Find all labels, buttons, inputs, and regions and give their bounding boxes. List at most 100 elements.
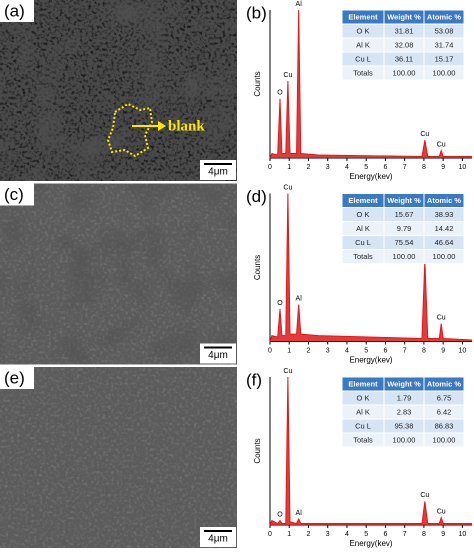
table-value: Totals	[353, 252, 373, 261]
peak-label: Al	[296, 1, 303, 8]
table-value: 100.00	[393, 68, 416, 77]
x-tick-label: 0	[268, 164, 272, 171]
x-axis-label: Energy(kev)	[349, 539, 392, 548]
table-value: 6.42	[437, 407, 452, 416]
table-value: Totals	[353, 68, 373, 77]
x-tick-label: 3	[326, 347, 330, 354]
table-value: O K	[357, 210, 370, 219]
table-header: Weight %	[387, 196, 421, 205]
panel-label: (c)	[4, 185, 24, 204]
table-value: O K	[357, 393, 370, 402]
peak-label: Cu	[437, 508, 446, 515]
table-header: Atomic %	[427, 196, 462, 205]
peak-label: Cu	[437, 141, 446, 148]
panel-label-box	[0, 0, 34, 22]
table-value: 2.83	[397, 407, 412, 416]
x-tick-label: 5	[364, 164, 368, 171]
table-value: O K	[357, 26, 370, 35]
table-cell	[423, 249, 465, 264]
table-value: 15.67	[395, 210, 414, 219]
panel-label: (d)	[246, 187, 267, 206]
peak-label: Cu	[437, 315, 446, 322]
spectrum-line	[269, 9, 472, 159]
x-tick-label: 7	[403, 347, 407, 354]
panel-label: (f)	[246, 370, 262, 389]
table-value: 15.17	[435, 54, 454, 63]
table-value: 38.93	[435, 210, 454, 219]
peak-label: Cu	[283, 72, 292, 79]
table-value: 32.08	[395, 40, 414, 49]
scale-bar-label: 4μm	[208, 167, 228, 178]
table-cell	[423, 65, 465, 81]
peak-label: O	[277, 511, 283, 518]
x-tick-label: 6	[383, 347, 387, 354]
x-tick-label: 1	[287, 164, 291, 171]
table-header: Element	[348, 196, 378, 205]
x-tick-label: 8	[422, 347, 426, 354]
table-value: 1.79	[397, 393, 412, 402]
annotation-text: blank	[168, 118, 205, 134]
table-value: 100.00	[433, 68, 456, 77]
table-header: Atomic %	[427, 379, 462, 388]
table-cell	[423, 432, 465, 448]
x-tick-label: 10	[458, 347, 466, 354]
sem-image-texture	[0, 367, 237, 548]
peak-label: Al	[296, 510, 303, 517]
table-value: 100.00	[393, 252, 416, 261]
y-axis-label: Counts	[253, 438, 262, 463]
x-tick-label: 7	[403, 531, 407, 538]
panel-label: (a)	[4, 1, 25, 20]
peak-label: Cu	[283, 184, 292, 191]
x-tick-label: 5	[364, 347, 368, 354]
x-tick-label: 5	[364, 531, 368, 538]
x-tick-label: 10	[458, 531, 466, 538]
table-header: Element	[348, 379, 378, 388]
x-tick-label: 1	[287, 531, 291, 538]
x-axis-label: Energy(kev)	[349, 172, 392, 181]
x-tick-label: 3	[326, 164, 330, 171]
spectrum-line	[269, 376, 472, 526]
y-axis-label: Counts	[253, 71, 262, 96]
table-value: 100.00	[433, 252, 456, 261]
table-value: 86.83	[435, 421, 454, 430]
peak-label: Cu	[420, 492, 429, 499]
annotation-arrowhead	[158, 121, 166, 131]
blank-region-outline	[106, 102, 154, 158]
x-tick-label: 8	[422, 531, 426, 538]
table-value: 75.54	[395, 238, 414, 247]
table-value: Al K	[356, 40, 370, 49]
table-value: Totals	[353, 435, 373, 444]
table-header: Weight %	[387, 379, 421, 388]
table-value: 100.00	[433, 435, 456, 444]
table-header: Element	[348, 12, 378, 21]
scale-bar-label: 4μm	[208, 350, 228, 361]
table-value: 6.75	[437, 393, 452, 402]
x-tick-label: 9	[441, 164, 445, 171]
x-tick-label: 10	[458, 164, 466, 171]
x-tick-label: 2	[307, 531, 311, 538]
x-tick-label: 1	[287, 347, 291, 354]
x-tick-label: 4	[345, 164, 349, 171]
table-header: Weight %	[387, 12, 421, 21]
panel-label: (b)	[246, 3, 267, 22]
scale-bar-label: 4μm	[208, 534, 228, 545]
y-axis-label: Counts	[253, 255, 262, 280]
x-tick-label: 3	[326, 531, 330, 538]
table-value: Al K	[356, 224, 370, 233]
table-value: 31.81	[395, 26, 414, 35]
sem-dark-regions	[0, 183, 237, 365]
peak-label: O	[277, 300, 283, 307]
table-value: 31.74	[435, 40, 454, 49]
table-header: Atomic %	[427, 12, 462, 21]
x-tick-label: 9	[441, 347, 445, 354]
table-value: 9.79	[397, 224, 412, 233]
x-tick-label: 9	[441, 531, 445, 538]
panel-label: (e)	[4, 368, 25, 387]
sem-dark-regions	[0, 0, 237, 181]
spectrum-line	[269, 193, 473, 342]
table-value: Cu L	[355, 421, 371, 430]
table-value: 53.08	[435, 26, 454, 35]
x-tick-label: 7	[403, 164, 407, 171]
x-axis-label: Energy(kev)	[349, 356, 392, 365]
